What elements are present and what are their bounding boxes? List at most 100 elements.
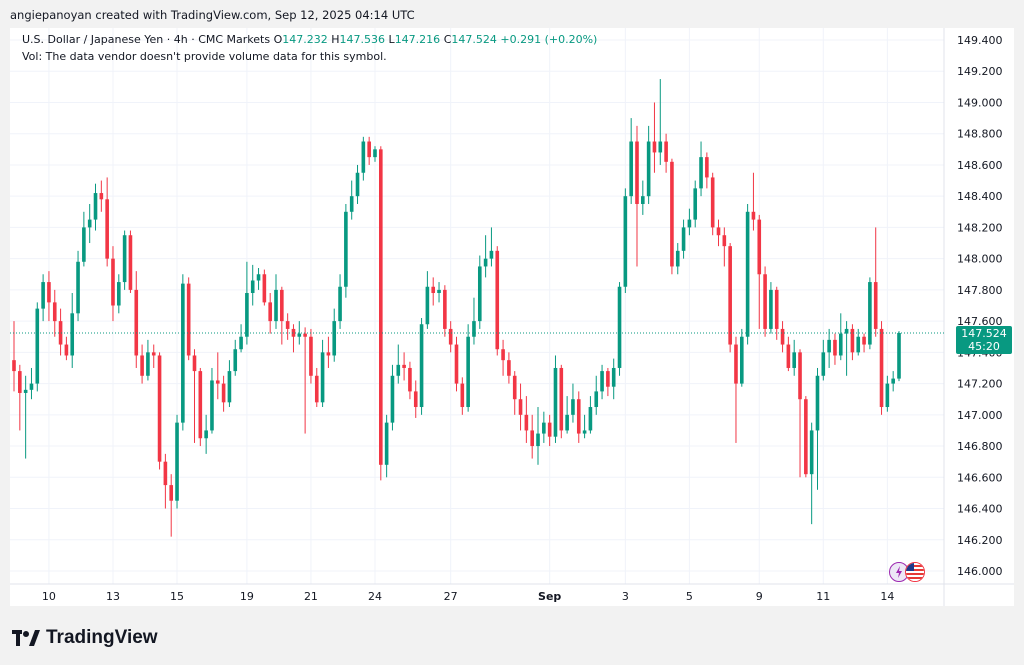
tradingview-logo-icon	[12, 630, 40, 646]
candle-body	[116, 282, 121, 306]
candle-body	[897, 332, 901, 379]
candle-body	[320, 352, 325, 403]
candle-body	[629, 141, 633, 197]
candle-body	[448, 328, 453, 345]
candle-body	[250, 280, 255, 294]
candle-body	[134, 289, 139, 356]
candle-body	[553, 367, 558, 437]
candle-body	[367, 141, 371, 158]
candle-body	[99, 193, 104, 200]
candle-body	[408, 367, 412, 392]
symbol-legend: U.S. Dollar / Japanese Yen · 4h · CMC Ma…	[22, 33, 597, 46]
lightning-event-icon[interactable]	[889, 562, 909, 582]
candle-body	[262, 274, 267, 303]
y-tick-label: 148.600	[957, 159, 1003, 172]
y-tick-label: 146.600	[957, 471, 1003, 484]
candle-body	[483, 258, 488, 267]
candle-body	[477, 266, 482, 322]
candle-body	[221, 383, 226, 403]
candle-body	[163, 461, 168, 486]
candle-body	[344, 211, 348, 287]
candle-body	[588, 407, 593, 431]
candle-body	[600, 371, 604, 392]
last-price-badge: 147.524 45:20	[956, 326, 1012, 354]
candle-body	[210, 380, 214, 431]
y-tick-label: 146.000	[957, 565, 1003, 578]
candle-body	[862, 336, 866, 345]
candle-body	[687, 219, 692, 228]
y-tick-label: 149.200	[957, 65, 1003, 78]
candle-body	[12, 360, 16, 372]
x-tick-label: 13	[106, 590, 120, 603]
candle-body	[716, 227, 721, 236]
x-tick-label: 11	[816, 590, 830, 603]
candle-body	[384, 422, 389, 465]
candle-body	[454, 344, 459, 384]
x-tick-label: 9	[756, 590, 763, 603]
candle-body	[233, 349, 238, 372]
change-value: +0.291 (+0.20%)	[500, 33, 598, 46]
candle-body	[565, 414, 569, 431]
x-tick-label: 3	[622, 590, 629, 603]
candle-body	[18, 371, 22, 393]
candle-body	[373, 149, 377, 158]
candle-body	[804, 399, 808, 475]
open-value: 147.232	[282, 33, 328, 46]
candle-body	[710, 177, 715, 228]
candle-body	[402, 364, 406, 368]
candle-body	[873, 282, 878, 329]
candle-body	[833, 339, 837, 356]
candle-body	[542, 422, 546, 434]
candle-body	[268, 302, 272, 322]
candle-body	[70, 313, 75, 356]
candle-body	[146, 352, 150, 376]
candle-body	[641, 196, 645, 204]
candle-body	[239, 336, 243, 350]
candle-body	[699, 157, 703, 189]
y-tick-label: 148.800	[957, 128, 1003, 141]
candle-body	[303, 333, 307, 337]
y-tick-label: 148.200	[957, 221, 1003, 234]
candle-body	[617, 286, 622, 368]
candle-body	[52, 302, 57, 322]
candle-body	[198, 371, 203, 439]
candle-body	[64, 344, 69, 356]
x-tick-label: 27	[444, 590, 458, 603]
x-tick-label: Sep	[538, 590, 561, 603]
candle-body	[122, 235, 127, 283]
us-flag-event-icon[interactable]	[905, 562, 925, 582]
x-tick-label: 5	[686, 590, 693, 603]
candle-body	[547, 422, 552, 437]
candle-body	[425, 286, 430, 325]
candle-body	[850, 328, 855, 353]
tradingview-brand: TradingView	[46, 627, 158, 648]
candle-body	[419, 324, 424, 408]
candle-body	[576, 399, 581, 434]
candle-body	[297, 333, 302, 337]
candle-body	[838, 333, 843, 356]
candle-body	[361, 141, 366, 173]
candle-body	[757, 219, 762, 275]
candle-body	[652, 141, 657, 153]
candle-body	[291, 328, 296, 337]
candle-body	[466, 336, 470, 408]
candle-body	[763, 274, 767, 329]
candle-body	[815, 375, 820, 431]
candle-body	[215, 380, 220, 384]
candle-body	[47, 282, 51, 303]
tradingview-logo[interactable]: TradingView	[12, 627, 158, 649]
high-value: 147.536	[339, 33, 386, 46]
candle-body	[681, 227, 686, 251]
candle-body	[606, 371, 610, 387]
candle-body	[844, 328, 849, 334]
candle-body	[664, 141, 668, 162]
candle-body	[314, 375, 319, 403]
candle-body	[774, 289, 779, 329]
low-value: 147.216	[394, 33, 441, 46]
candle-body	[29, 383, 34, 390]
candle-body	[128, 235, 133, 290]
x-tick-label: 19	[240, 590, 254, 603]
candle-body	[594, 391, 599, 408]
last-price-value: 147.524	[961, 327, 1007, 340]
